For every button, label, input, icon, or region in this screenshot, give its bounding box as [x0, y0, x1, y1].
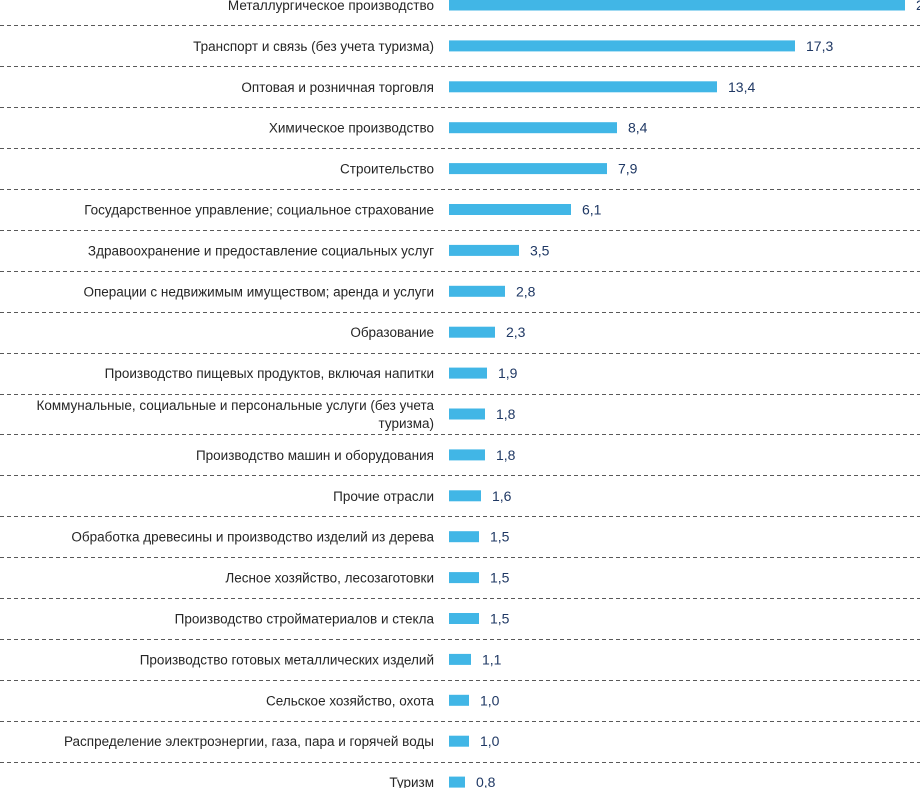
category-label-line: Сельское хозяйство, охота	[266, 693, 434, 708]
category-label: Производство машин и оборудования	[196, 448, 434, 463]
bars	[449, 0, 905, 788]
value-label: 2,8	[516, 283, 536, 299]
category-label: Операции с недвижимым имуществом; аренда…	[83, 284, 434, 299]
value-label: 1,5	[490, 611, 510, 627]
category-label-line: Коммунальные, социальные и персональные …	[36, 398, 434, 413]
category-labels: Металлургическое производство Транспорт и…	[36, 0, 434, 788]
category-label: Строительство	[340, 162, 434, 177]
category-label-line: Строительство	[340, 162, 434, 177]
category-label: Распределение электроэнергии, газа, пара…	[64, 734, 434, 749]
category-label-line: Транспорт и связь (без учета туризма)	[193, 39, 434, 54]
category-label: Туризм	[389, 775, 434, 788]
category-label: Прочие отрасли	[333, 489, 434, 504]
category-label-line: Туризм	[389, 775, 434, 788]
value-label: 1,9	[498, 365, 518, 381]
category-label-line: Металлургическое производство	[228, 0, 434, 13]
category-label: Оптовая и розничная торговля	[241, 80, 434, 95]
bar	[449, 285, 505, 297]
category-label: Металлургическое производство	[228, 0, 434, 13]
bar	[449, 613, 479, 624]
bar	[449, 694, 469, 706]
bar	[449, 531, 479, 543]
value-label: 2,3	[506, 324, 526, 340]
category-label: Химическое производство	[269, 121, 434, 136]
bar	[449, 367, 487, 379]
bar	[449, 449, 485, 461]
bar	[449, 572, 479, 584]
bar	[449, 326, 495, 338]
value-label: 1,0	[480, 692, 500, 708]
bar	[449, 735, 469, 747]
category-label-line: Обработка древесины и производство издел…	[71, 530, 434, 545]
category-label-line: Производство пищевых продуктов, включая …	[105, 366, 434, 381]
category-label: Коммунальные, социальные и персональные …	[36, 398, 434, 431]
bar	[449, 244, 519, 256]
value-label: 1,5	[490, 529, 510, 545]
category-label: Лесное хозяйство, лесозаготовки	[225, 571, 434, 586]
category-label: Производство стройматериалов и стекла	[175, 612, 435, 627]
category-label-line: Государственное управление; социальное с…	[84, 203, 434, 218]
category-label: Государственное управление; социальное с…	[84, 203, 434, 218]
value-label: 1,5	[490, 570, 510, 586]
category-label: Производство готовых металлических издел…	[140, 652, 434, 667]
bar	[449, 0, 905, 11]
category-label-line: Распределение электроэнергии, газа, пара…	[64, 734, 434, 749]
bar	[449, 653, 471, 665]
value-label: 1,1	[482, 651, 502, 667]
category-label: Сельское хозяйство, охота	[266, 693, 434, 708]
value-label: 6,1	[582, 202, 602, 218]
bar	[449, 81, 717, 93]
category-label-line: Производство готовых металлических издел…	[140, 652, 434, 667]
bar	[449, 490, 481, 502]
bar	[449, 163, 607, 175]
value-label: 3,5	[530, 242, 550, 258]
category-label-line: Химическое производство	[269, 121, 434, 136]
category-label-line: Здравоохранение и предоставление социаль…	[88, 243, 434, 258]
value-label: 0,8	[476, 774, 496, 788]
value-label: 1,6	[492, 488, 512, 504]
category-label-line: Образование	[350, 325, 434, 340]
category-label: Транспорт и связь (без учета туризма)	[193, 39, 434, 54]
value-label: 1,8	[496, 406, 516, 422]
value-label: 7,9	[618, 161, 638, 177]
category-label: Здравоохранение и предоставление социаль…	[88, 243, 434, 258]
category-label: Образование	[350, 325, 434, 340]
value-label: 1,8	[496, 447, 516, 463]
category-label-line: Производство машин и оборудования	[196, 448, 434, 463]
category-label-line: Производство стройматериалов и стекла	[175, 612, 435, 627]
category-label-line: туризма)	[379, 416, 434, 431]
category-label: Производство пищевых продуктов, включая …	[105, 366, 434, 381]
bar	[449, 122, 617, 134]
category-label-line: Операции с недвижимым имуществом; аренда…	[83, 284, 434, 299]
value-label: 22,8	[916, 0, 920, 13]
value-label: 17,3	[806, 38, 833, 54]
category-label: Обработка древесины и производство издел…	[71, 530, 434, 545]
bar	[449, 40, 795, 52]
bar	[449, 204, 571, 215]
value-labels: 22,8 17,3 13,4 8,4 7,9 6,1 3,5 2,8 2,3 1,9 1,8 1,8 1…	[476, 0, 920, 788]
value-label: 8,4	[628, 120, 648, 136]
grid-lines	[0, 25, 920, 763]
value-label: 1,0	[480, 733, 500, 749]
category-label-line: Прочие отрасли	[333, 489, 434, 504]
bar	[449, 776, 465, 788]
category-label-line: Лесное хозяйство, лесозаготовки	[225, 571, 434, 586]
value-label: 13,4	[728, 79, 755, 95]
category-label-line: Оптовая и розничная торговля	[241, 80, 434, 95]
bar	[449, 408, 485, 420]
